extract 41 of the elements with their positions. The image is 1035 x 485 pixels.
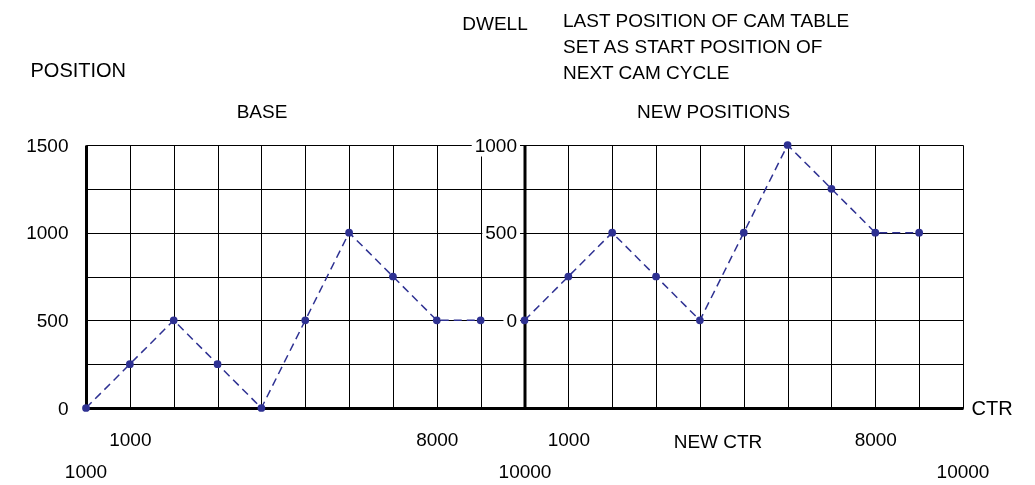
text: LAST POSITION OF CAM TABLE SET AS START POSITION OF NEXT CAM CYCLE — [563, 10, 850, 83]
x-tick-label: 1000 — [547, 428, 590, 450]
text: 10000 — [936, 461, 990, 482]
y-tick-label: 1500 — [26, 134, 69, 156]
x-tick-label: 8000 — [854, 428, 897, 450]
point — [652, 272, 660, 281]
point — [82, 404, 90, 412]
point — [871, 228, 880, 237]
text: NEW CTR — [673, 431, 763, 452]
text: 1000 — [64, 461, 108, 482]
point — [213, 360, 222, 369]
y-tick-label: 500 — [36, 309, 69, 331]
point — [169, 316, 178, 325]
point — [783, 141, 792, 149]
point — [345, 228, 353, 237]
y2-tick-label: 500 — [485, 222, 517, 244]
y-tick-label: 0 — [57, 397, 69, 419]
x-tick-label: 8000 — [416, 428, 459, 450]
x-axis-title: CTR — [971, 396, 1013, 419]
text: DWELL — [462, 13, 528, 34]
point — [608, 228, 617, 237]
text: NEW POSITIONS — [637, 101, 791, 122]
x-tick-label: 1000 — [109, 428, 152, 450]
text: BASE — [236, 101, 288, 122]
y2-tick-label: 0 — [506, 309, 517, 331]
text: 10000 — [498, 461, 552, 482]
point — [432, 316, 441, 325]
point — [125, 360, 134, 369]
point — [476, 316, 485, 325]
point — [564, 272, 573, 281]
y-axis-title: POSITION — [30, 58, 127, 81]
y-tick-label: 1000 — [26, 222, 69, 244]
point — [520, 316, 529, 325]
point — [739, 228, 748, 237]
point — [389, 272, 397, 281]
point — [696, 316, 704, 325]
point — [915, 228, 924, 237]
point — [827, 184, 836, 193]
point — [301, 316, 310, 325]
y2-tick-label: 1000 — [474, 134, 517, 156]
point — [257, 404, 266, 412]
